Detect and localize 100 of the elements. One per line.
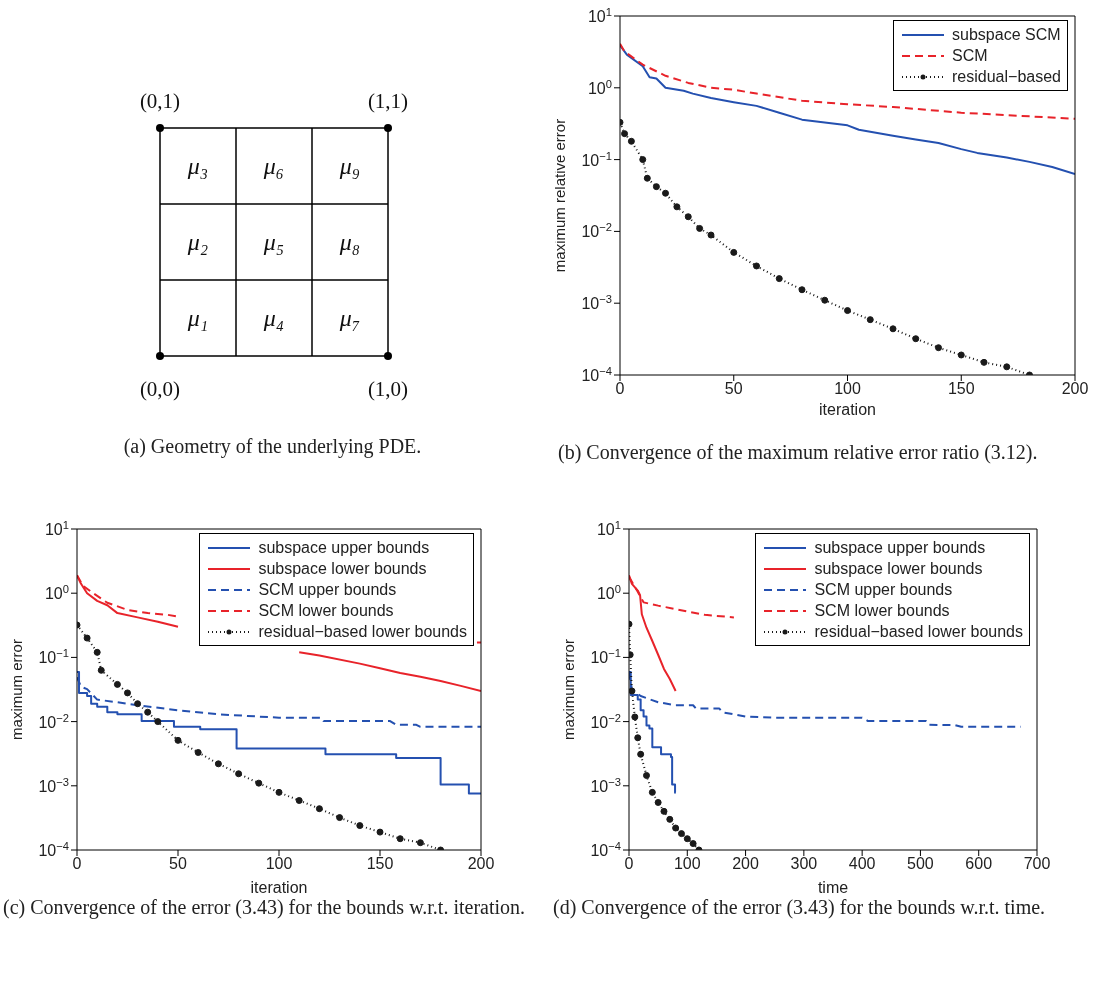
point [889, 325, 897, 333]
point [672, 824, 680, 832]
point [621, 130, 629, 138]
x-tick-label: 200 [732, 855, 760, 873]
point [821, 296, 829, 304]
point [696, 224, 704, 232]
legend-label: subspace upper bounds [258, 538, 430, 557]
y-tick-label: 10$^{−2}$ [38, 711, 69, 731]
text: μ₇ [338, 305, 361, 331]
y-tick-label: 10$^{0}$ [596, 583, 621, 603]
text: (0,1) [139, 89, 181, 113]
point [113, 680, 121, 688]
y-tick-label: 10$^{−3}$ [581, 293, 612, 313]
text: (0,0) [139, 377, 181, 401]
point [730, 248, 738, 256]
y-tick-label: 10$^{−3}$ [38, 775, 69, 795]
point [154, 718, 162, 726]
text: μ₁ [186, 305, 209, 331]
legend-label: residual−based [952, 67, 1061, 86]
y-tick-label: 10$^{1}$ [44, 519, 69, 538]
y-tick-label: 10$^{1}$ [587, 6, 612, 25]
x-tick-label: 0 [624, 855, 634, 873]
point [683, 835, 691, 843]
text: (c) Convergence of the error (3.43) for the bounds w.r.t. iteration. [3, 895, 527, 921]
point [689, 840, 697, 848]
x-axis-title: iteration [250, 879, 308, 896]
x-tick-label: 100 [265, 855, 293, 873]
point [174, 736, 182, 744]
x-axis-title: iteration [819, 401, 876, 418]
text: (a) Geometry of the underlying PDE. [122, 434, 423, 460]
point [416, 839, 424, 847]
point [295, 797, 303, 805]
point [235, 770, 243, 778]
point [642, 771, 650, 779]
point [866, 316, 874, 324]
x-tick-label: 50 [724, 380, 743, 398]
legend-label: SCM upper bounds [258, 580, 397, 599]
text: μ₂ [186, 229, 209, 255]
text: (d) Convergence of the error (3.43) for the bounds w.r.t. time. [553, 895, 1047, 921]
y-axis-title: maximum relative error [551, 118, 569, 273]
point [677, 830, 685, 838]
point [654, 798, 662, 806]
x-tick-label: 100 [834, 380, 861, 398]
point [753, 262, 760, 270]
text: (b) Convergence of the maximum relative error ratio (3.12). [558, 440, 1039, 466]
x-tick-label: 400 [848, 855, 876, 873]
legend-label: SCM [952, 46, 988, 65]
x-tick-label: 0 [615, 380, 625, 398]
y-tick-label: 10$^{−2}$ [590, 711, 621, 731]
point [396, 835, 404, 843]
x-tick-label: 100 [673, 855, 701, 873]
x-tick-label: 200 [1061, 380, 1089, 398]
text: (1,1) [367, 89, 409, 113]
point [935, 344, 942, 352]
point [93, 648, 101, 656]
x-tick-label: 150 [947, 380, 975, 398]
point [844, 307, 851, 315]
legend-label: subspace lower bounds [258, 559, 427, 578]
y-tick-label: 10$^{−1}$ [38, 647, 69, 667]
point [660, 807, 668, 815]
point [275, 788, 283, 796]
text: μ₃ [186, 153, 209, 179]
point [634, 734, 642, 742]
y-tick-label: 10$^{−4}$ [590, 840, 621, 859]
point [648, 788, 656, 796]
point [1003, 363, 1011, 371]
text: μ₉ [338, 153, 361, 179]
y-tick-label: 10$^{−2}$ [581, 221, 612, 241]
point [912, 335, 920, 343]
legend-label: subspace SCM [952, 25, 1061, 44]
text: μ₈ [338, 229, 361, 255]
point [684, 213, 692, 221]
x-tick-label: 500 [907, 855, 934, 873]
point [957, 351, 965, 359]
legend-label: subspace lower bounds [814, 559, 983, 578]
y-tick-label: 10$^{−4}$ [38, 840, 69, 859]
y-axis-title: maximum error [560, 639, 578, 740]
text: (1,0) [367, 377, 409, 401]
x-axis-title: time [817, 879, 849, 896]
y-tick-label: 10$^{1}$ [596, 519, 621, 538]
point [643, 174, 651, 182]
y-tick-label: 10$^{−3}$ [590, 775, 621, 795]
point [83, 634, 91, 642]
point [639, 156, 647, 164]
point [652, 183, 660, 191]
x-tick-label: 50 [169, 855, 187, 873]
text: μ₅ [262, 229, 285, 255]
y-tick-label: 10$^{−1}$ [581, 149, 612, 169]
text: μ₆ [262, 153, 285, 179]
x-tick-label: 600 [965, 855, 993, 873]
x-tick-label: 300 [790, 855, 818, 873]
point [336, 814, 344, 822]
point [798, 286, 806, 294]
legend-label: residual−based lower bounds [814, 622, 1023, 641]
y-axis-title: maximum error [8, 639, 26, 740]
point [356, 822, 364, 830]
point [666, 815, 674, 823]
point [980, 358, 988, 366]
point [194, 749, 202, 757]
legend-label: SCM lower bounds [814, 601, 950, 620]
